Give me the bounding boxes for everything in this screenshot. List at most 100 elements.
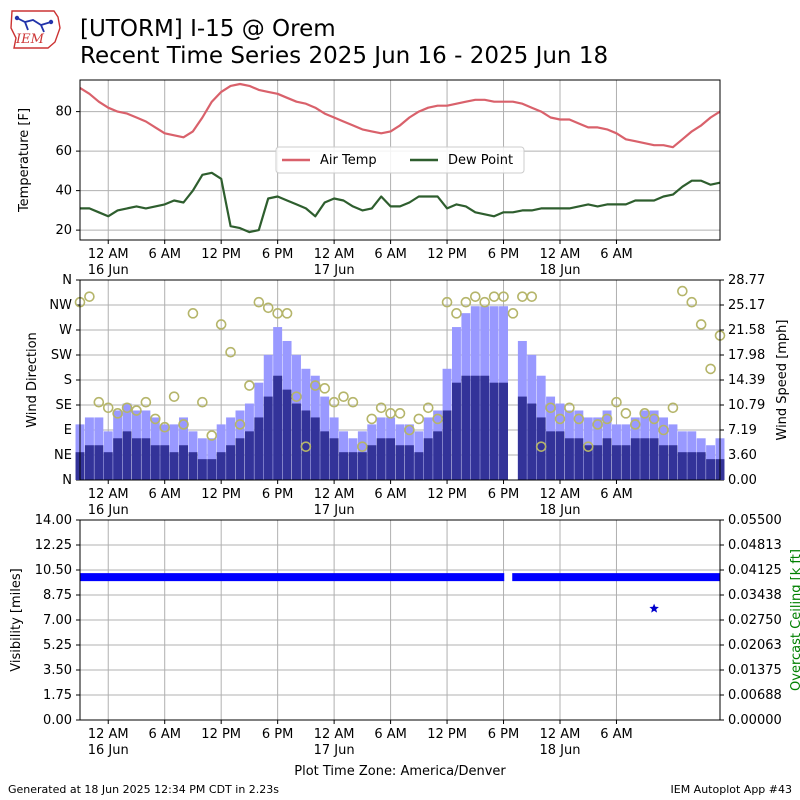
direction-tick-label: S: [64, 373, 72, 388]
wind-speed-bar: [282, 389, 292, 480]
x-tick-label: 6 PM: [488, 487, 519, 502]
x-date-label: 18 Jun: [540, 263, 581, 278]
wind-direction-point: [629, 419, 641, 430]
x-tick-label: 12 PM: [201, 487, 241, 502]
x-tick-label: 12 AM: [314, 247, 355, 262]
wind-direction-point: [168, 391, 180, 402]
ceiling-tick-label: 0.02750: [728, 613, 782, 628]
wind-direction-point: [686, 296, 698, 308]
x-tick-label: 6 AM: [148, 487, 181, 502]
x-date-label: 18 Jun: [540, 503, 581, 518]
wind-direction-point: [526, 291, 538, 302]
wind-speed-bar: [640, 438, 650, 480]
y-tick-label: 60: [55, 144, 72, 159]
ceiling-tick-label: 0.02063: [728, 638, 782, 653]
wind-speed-bar: [659, 445, 668, 480]
wind-speed-bar: [593, 445, 603, 480]
wind-speed-bar: [292, 403, 301, 480]
y-axis-label: Visibility [miles]: [9, 568, 24, 671]
wind-gust-bar: [169, 424, 179, 480]
wind-speed-bar: [517, 396, 527, 480]
wind-speed-bar: [103, 452, 113, 480]
y-tick-label: 0.00: [43, 713, 72, 728]
wind-direction-point: [93, 396, 105, 408]
speed-tick-label: 25.17: [728, 298, 765, 313]
wind-speed-bar: [461, 375, 471, 480]
wind-speed-bar: [348, 452, 358, 480]
speed-tick-label: 0.00: [728, 473, 757, 488]
wind-direction-point: [611, 396, 622, 408]
x-tick-label: 6 AM: [148, 727, 181, 742]
ceiling-tick-label: 0.03438: [728, 588, 782, 603]
wind-direction-point: [244, 380, 255, 391]
wind-direction-point: [479, 296, 491, 308]
wind-speed-bar: [564, 438, 574, 480]
wind-direction-point: [394, 408, 406, 419]
wind-speed-bar: [339, 452, 348, 480]
wind-direction-point: [564, 402, 575, 414]
wind-direction-point: [535, 441, 547, 452]
wind-direction-point: [573, 413, 585, 425]
wind-direction-point: [498, 291, 509, 302]
wind-direction-point: [620, 408, 632, 419]
y-tick-label: 10.50: [35, 563, 72, 578]
wind-direction-point: [582, 441, 594, 452]
x-tick-label: 12 PM: [427, 487, 467, 502]
wind-speed-bar: [357, 452, 367, 480]
wind-speed-bar: [273, 375, 283, 480]
wind-speed-bar: [602, 438, 612, 480]
wind-direction-point: [366, 413, 378, 425]
wind-direction-point: [413, 413, 425, 425]
y-axis-label: Temperature [F]: [17, 108, 32, 213]
x-tick-label: 6 AM: [374, 727, 407, 742]
series-line-air-temp: [79, 82, 721, 149]
ceiling-tick-label: 0.04813: [728, 538, 782, 553]
iem-logo: IEM: [10, 10, 61, 49]
direction-tick-label: SW: [51, 348, 72, 363]
wind-direction-point: [178, 419, 189, 430]
x-date-label: 17 Jun: [314, 263, 355, 278]
y-tick-label: 8.75: [43, 588, 72, 603]
wind-speed-bar: [329, 438, 339, 480]
y-tick-label: 7.00: [43, 613, 72, 628]
wind-direction-point: [677, 285, 688, 297]
wind-direction-point: [545, 402, 556, 414]
wind-direction-point: [658, 424, 669, 436]
wind-speed-bar: [263, 396, 273, 480]
wind-speed-bar: [555, 431, 565, 480]
wind-direction-point: [357, 441, 368, 452]
x-tick-label: 6 PM: [488, 727, 519, 742]
y-axis-label-right: Wind Speed [mph]: [775, 320, 790, 441]
x-tick-label: 12 AM: [540, 247, 581, 262]
x-tick-label: 12 AM: [540, 487, 581, 502]
wind-direction-point: [695, 319, 707, 330]
x-tick-label: 6 PM: [262, 727, 293, 742]
x-tick-label: 6 PM: [262, 247, 293, 262]
y-tick-label: 1.75: [43, 688, 72, 703]
x-date-label: 16 Jun: [88, 743, 129, 758]
panel-frame: [79, 79, 721, 241]
wind-direction-point: [206, 430, 218, 441]
speed-tick-label: 7.19: [728, 423, 757, 438]
x-tick-label: 12 AM: [314, 487, 355, 502]
wind-speed-bar: [122, 431, 132, 480]
wind-direction-point: [648, 413, 660, 425]
wind-direction-point: [300, 441, 312, 452]
wind-direction-point: [281, 308, 293, 319]
wind-direction-point: [225, 346, 236, 358]
x-date-label: 18 Jun: [540, 743, 581, 758]
timezone-label: Plot Time Zone: America/Denver: [294, 764, 506, 779]
direction-tick-label: NE: [54, 448, 72, 463]
wind-direction-point: [488, 291, 500, 302]
wind-direction-point: [253, 296, 265, 308]
wind-speed-bar: [489, 382, 499, 480]
wind-speed-bar: [414, 452, 424, 480]
wind-speed-bar: [160, 445, 170, 480]
wind-speed-bar: [696, 452, 706, 480]
wind-direction-point: [187, 308, 199, 319]
wind-direction-point: [319, 383, 331, 394]
x-tick-label: 6 AM: [600, 487, 633, 502]
wind-direction-point: [517, 291, 528, 302]
x-tick-label: 12 PM: [427, 727, 467, 742]
wind-direction-point: [639, 408, 651, 419]
